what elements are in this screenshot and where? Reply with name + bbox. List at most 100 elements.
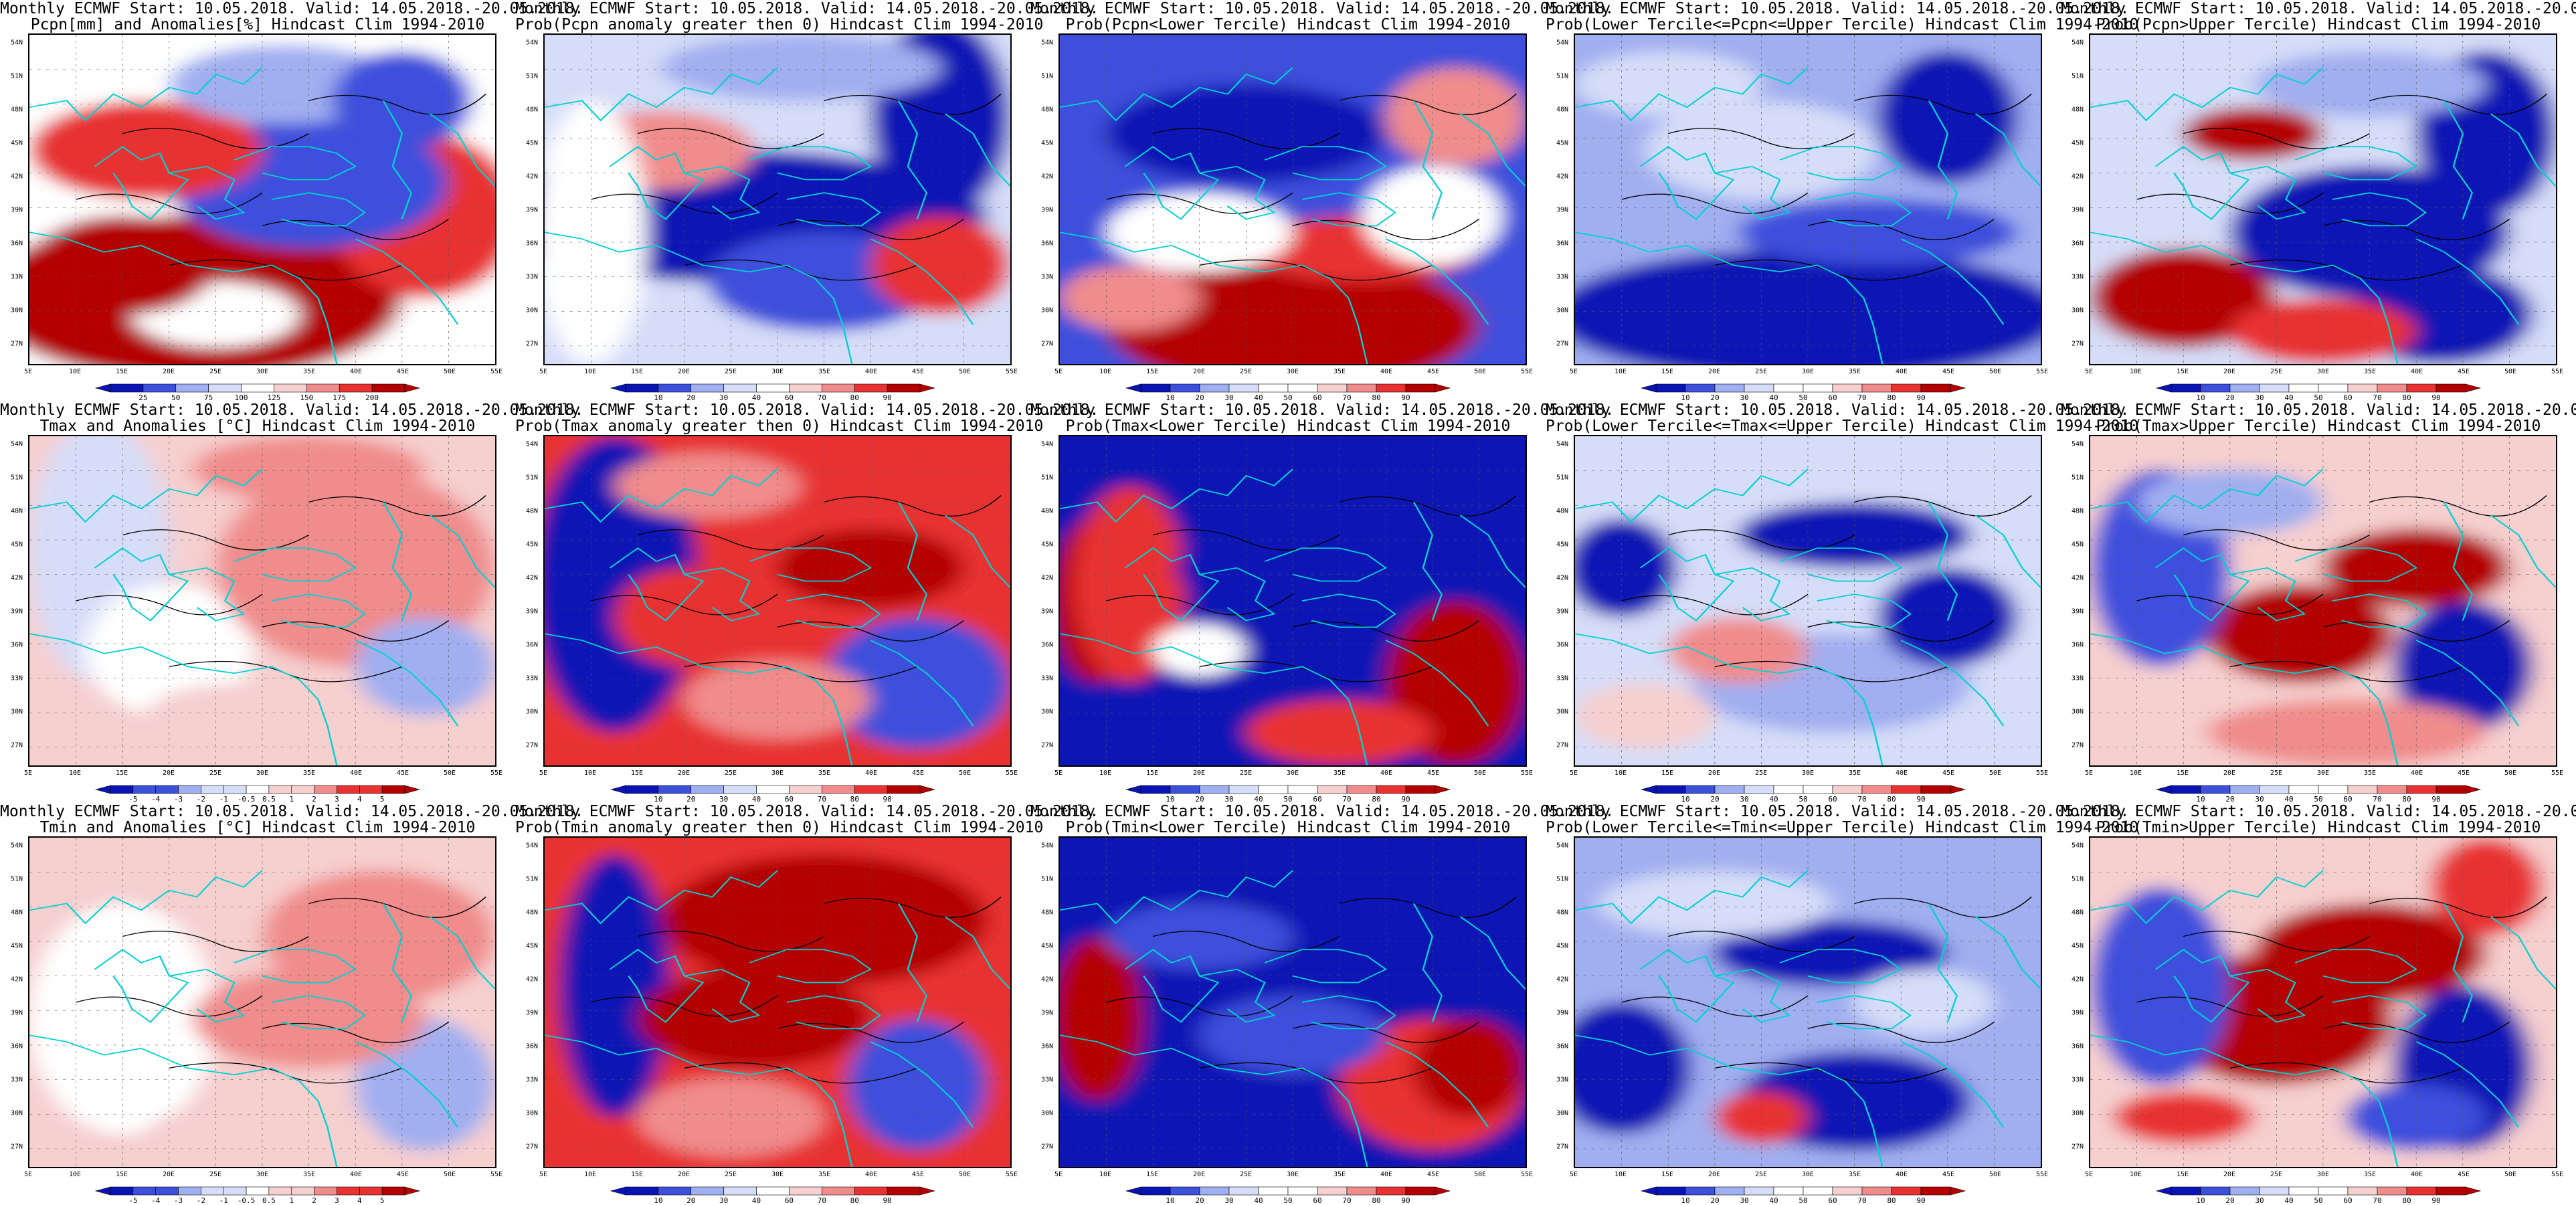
map-field-svg (545, 35, 1010, 364)
color-scale-segment (2406, 1186, 2437, 1196)
field-region (146, 683, 333, 749)
lon-tick-label: 40E (1895, 769, 1908, 777)
contour-line (76, 593, 263, 616)
lat-tick-label: 33N (1041, 273, 1054, 281)
color-scale-arrow-right (919, 383, 936, 393)
field-region (1738, 502, 1971, 568)
contour-line (1152, 931, 1340, 952)
color-scale-label: 80 (850, 393, 859, 402)
coastline (1714, 165, 1791, 220)
coastline (169, 567, 246, 622)
coastline (545, 231, 816, 279)
lat-tick-label: 48N (1041, 507, 1054, 515)
color-scale-label: 2 (312, 795, 316, 804)
lon-tick-label: 40E (864, 368, 878, 375)
field-region (1060, 265, 1200, 331)
lat-tick-label: 51N (526, 474, 539, 482)
color-scale-segment (1287, 383, 1318, 393)
lon-tick-label: 10E (68, 769, 82, 777)
color-scale-segment (2435, 785, 2466, 794)
map-panel: Monthly ECMWF Start: 10.05.2018. Valid: … (1030, 401, 1614, 804)
lat-tick-label: 54N (1556, 39, 1569, 47)
lon-tick-label: 5E (1054, 1171, 1063, 1178)
lon-tick-label: 45E (396, 1171, 409, 1178)
color-scale-label: 70 (1857, 393, 1867, 402)
color-scale-label: 0.5 (262, 1196, 276, 1205)
coastline (271, 995, 366, 1030)
contour-line (591, 192, 778, 214)
lat-tick-label: 39N (1041, 1009, 1054, 1017)
map-panel: Monthly ECMWF Start: 10.05.2018. Valid: … (2061, 803, 2576, 1205)
lon-tick-label: 20E (1708, 368, 1721, 375)
color-scale-segment (110, 1186, 134, 1196)
color-scale-label: 80 (2402, 1196, 2411, 1205)
lat-tick-label: 33N (526, 674, 539, 682)
color-scale-segment (178, 785, 201, 794)
contour-line (1621, 995, 1809, 1017)
map-panel: Monthly ECMWF Start: 10.05.2018. Valid: … (1546, 0, 2138, 402)
color-scale-segment (155, 785, 179, 794)
lon-tick-label: 10E (1614, 368, 1627, 375)
lat-tick-label: 51N (1041, 72, 1054, 80)
color-scale-label: 20 (1710, 795, 1720, 804)
map-field-svg (1060, 838, 1526, 1167)
color-scale-label: -2 (196, 795, 205, 804)
lat-tick-label: 27N (1556, 1143, 1569, 1151)
coastline (1329, 1081, 1368, 1167)
color-scale-label: 20 (1195, 1196, 1204, 1205)
lon-tick-label: 5E (1054, 368, 1063, 375)
color-scale-segment (1376, 1186, 1406, 1196)
color-scale-label: 10 (2196, 795, 2205, 804)
contour-line (122, 931, 310, 952)
color-scale-segment (201, 785, 224, 794)
coastline (897, 100, 928, 219)
lat-tick-label: 51N (1041, 474, 1054, 482)
lon-tick-label: 15E (630, 769, 644, 777)
color-scale-segment (1861, 785, 1892, 794)
color-scale-label: 90 (1401, 1196, 1410, 1205)
lat-tick-label: 33N (2072, 674, 2084, 682)
color-scale-segment (625, 1186, 659, 1196)
color-scale-segment (2347, 383, 2378, 393)
lon-tick-label: 55E (2035, 368, 2049, 375)
lat-tick-label: 33N (1556, 674, 1569, 682)
color-scale-label: 50 (1283, 393, 1293, 402)
coastline (355, 238, 459, 325)
color-scale-segment (1920, 1186, 1951, 1196)
color-scale-label: 50 (1799, 393, 1808, 402)
color-scale-segment (381, 1186, 405, 1196)
map-panel: Monthly ECMWF Start: 10.05.2018. Valid: … (0, 803, 583, 1205)
lat-tick-label: 39N (11, 206, 23, 214)
color-scale-label: 40 (1254, 795, 1263, 804)
lat-tick-label: 39N (1556, 608, 1569, 616)
coastline (2359, 1081, 2399, 1167)
contour-line (824, 94, 1002, 115)
contour-line (824, 897, 1002, 918)
lon-tick-label: 45E (396, 368, 409, 375)
color-scale-segment (2347, 1186, 2378, 1196)
lat-tick-label: 33N (11, 1076, 23, 1084)
coastline (2294, 949, 2418, 984)
lon-tick-label: 10E (2129, 1171, 2142, 1178)
color-scale-segment (314, 785, 337, 794)
field-region (2090, 887, 2230, 1085)
coastline (1844, 278, 1883, 364)
map-field-svg (1575, 35, 2041, 364)
color-scale-segment (1317, 383, 1348, 393)
lat-tick-label: 45N (11, 139, 23, 147)
lon-tick-label: 50E (1989, 769, 2002, 777)
color-scale-label: -0.5 (237, 1196, 256, 1205)
color-scale-segment (268, 785, 292, 794)
lon-tick-label: 35E (1333, 1171, 1346, 1178)
lon-tick-label: 20E (162, 368, 175, 375)
lon-tick-label: 20E (2223, 769, 2236, 777)
lat-tick-label: 42N (2072, 574, 2084, 582)
lon-tick-label: 15E (2176, 1171, 2189, 1178)
contour-line (1152, 128, 1340, 149)
lon-tick-label: 5E (2084, 368, 2094, 375)
map-panel: Monthly ECMWF Start: 10.05.2018. Valid: … (515, 803, 1099, 1205)
color-scale-label: 80 (1887, 1196, 1896, 1205)
coastline (545, 870, 778, 925)
lat-tick-label: 48N (11, 909, 23, 917)
lat-tick-label: 30N (1041, 1109, 1054, 1117)
